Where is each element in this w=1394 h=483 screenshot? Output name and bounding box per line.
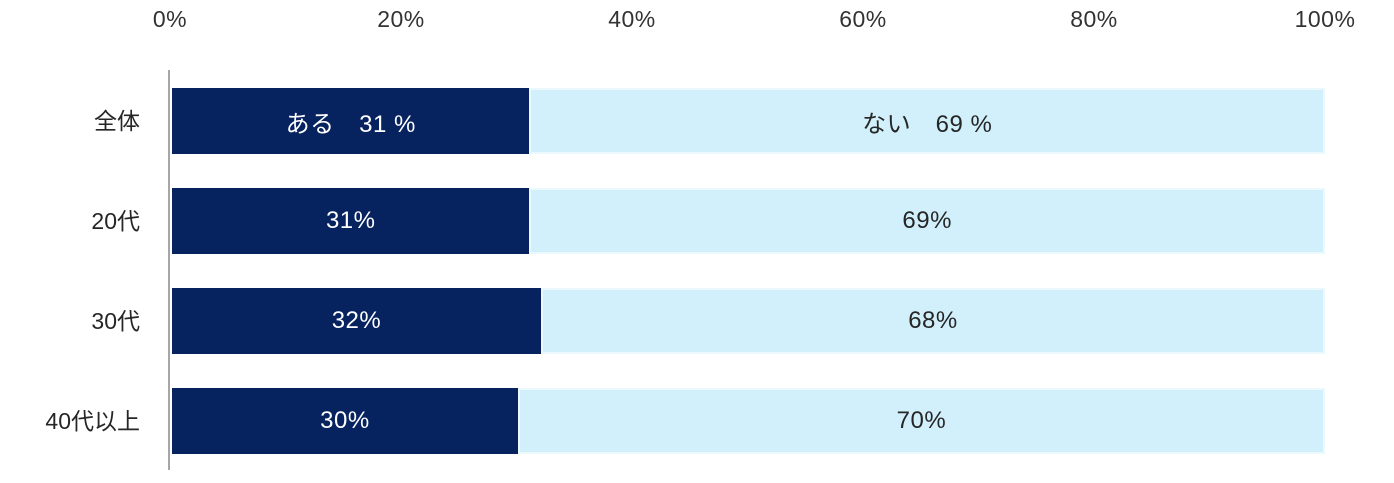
bar-segment-nai: 68% xyxy=(540,288,1325,354)
bar-value-label: ない 69 % xyxy=(862,110,993,138)
x-axis-tick-label: 20% xyxy=(377,6,425,32)
bar-value-label: 68% xyxy=(908,307,958,334)
category-label: 全体 xyxy=(94,108,140,134)
bar-segment-nai: ない 69 % xyxy=(529,88,1325,154)
y-axis-line xyxy=(168,70,170,470)
x-axis-tick-label: 80% xyxy=(1070,6,1118,32)
bar-segment-aru: 30% xyxy=(172,388,518,454)
bar-row: ある 31 % ない 69 % xyxy=(172,88,1325,154)
bar-segment-aru: ある 31 % xyxy=(172,88,530,154)
bar-row: 31% 69% xyxy=(172,188,1325,254)
bar-row: 32% 68% xyxy=(172,288,1325,354)
plot-area: ある 31 % ない 69 % 31% 69% 32% 68% 30% 70% xyxy=(168,70,1325,470)
bar-value-label: 32% xyxy=(331,307,382,334)
category-label: 40代以上 xyxy=(45,408,140,434)
bar-segment-aru: 32% xyxy=(172,288,541,354)
bar-segment-nai: 69% xyxy=(529,188,1325,254)
bar-value-label: 69% xyxy=(902,207,952,234)
category-label: 20代 xyxy=(91,208,140,234)
x-axis-tick-label: 0% xyxy=(152,6,188,32)
bar-segment-nai: 70% xyxy=(517,388,1325,454)
category-label: 30代 xyxy=(91,308,140,334)
bar-segment-aru: 31% xyxy=(172,188,530,254)
bar-value-label: 70% xyxy=(896,407,947,434)
x-axis-tick-label: 60% xyxy=(839,6,887,32)
bar-value-label: ある 31 % xyxy=(285,110,416,138)
bar-value-label: 30% xyxy=(320,407,370,434)
x-axis: 0% 20% 40% 60% 80% 100% xyxy=(153,6,1355,36)
bar-row: 30% 70% xyxy=(172,388,1325,454)
x-axis-tick-label: 100% xyxy=(1294,6,1356,32)
x-axis-tick-label: 40% xyxy=(608,6,656,32)
bar-value-label: 31% xyxy=(325,207,376,234)
